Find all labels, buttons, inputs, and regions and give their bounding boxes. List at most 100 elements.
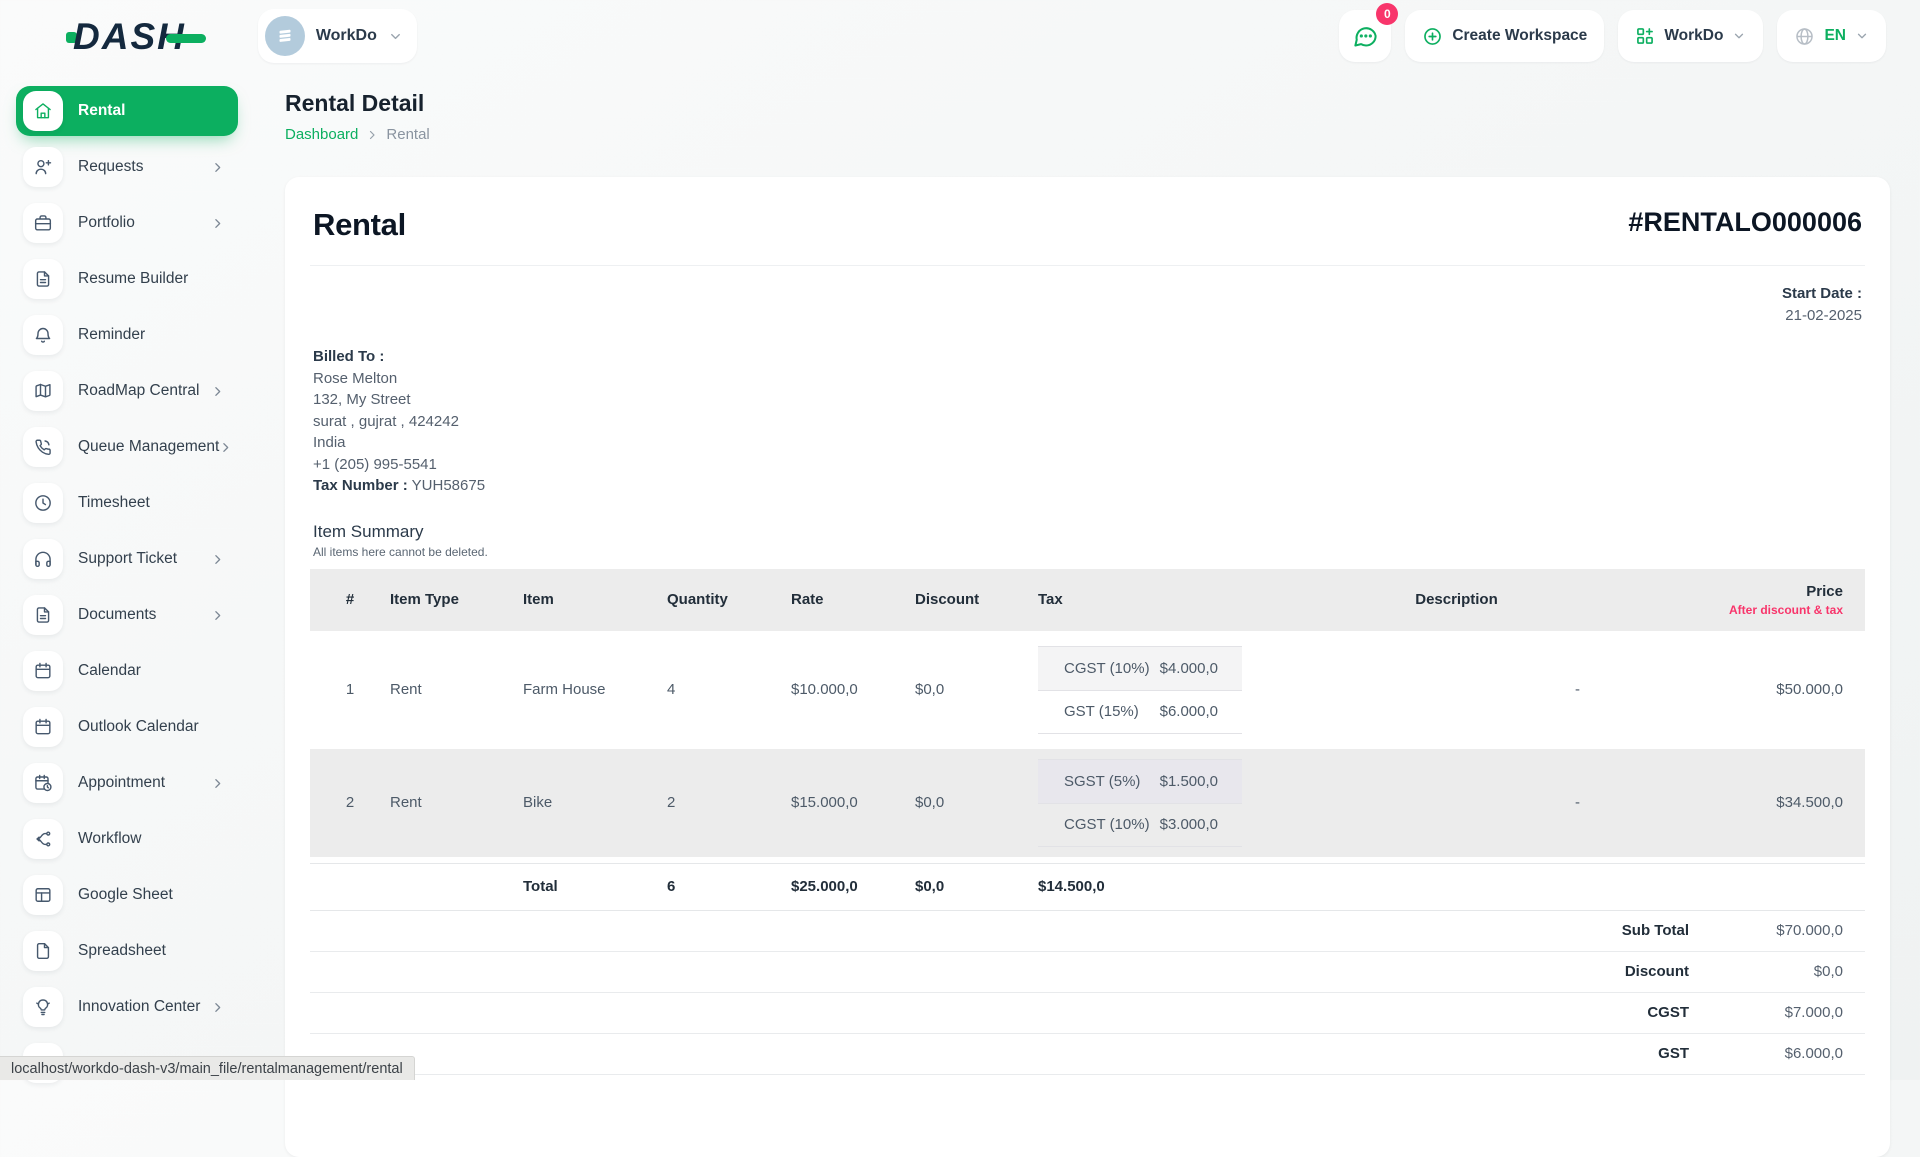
clock-icon	[23, 483, 63, 523]
chevron-right-icon	[366, 129, 378, 141]
status-url-bar: localhost/workdo-dash-v3/main_file/renta…	[0, 1056, 415, 1080]
headphones-icon	[23, 539, 63, 579]
messages-button[interactable]: 0	[1339, 3, 1399, 62]
summary-row: Sub Total $70.000,0	[310, 911, 1865, 952]
logo-accent-dot	[66, 31, 77, 43]
sidebar-item-spreadsheet[interactable]: Spreadsheet	[16, 926, 238, 976]
page-title: Rental Detail	[285, 90, 425, 116]
sidebar-item-label: Appointment	[78, 774, 166, 791]
sidebar-item-label: Reminder	[78, 326, 146, 343]
messages-badge: 0	[1376, 3, 1399, 25]
user-plus-icon	[23, 147, 63, 187]
totals-summary: Sub Total $70.000,0 Discount $0,0 CGST $…	[310, 911, 1865, 1075]
sidebar-item-label: Queue Management	[78, 438, 220, 455]
tax-line: CGST (10%) $3.000,0	[1038, 802, 1242, 847]
col-header-tax: Tax	[1038, 591, 1063, 608]
workdo-dropdown[interactable]: WorkDo	[1618, 10, 1764, 62]
table-icon	[23, 875, 63, 915]
logo-accent-dash	[165, 33, 206, 43]
start-date-label: Start Date :	[1781, 285, 1862, 302]
chevron-down-icon	[1857, 33, 1867, 39]
summary-row: CGST $7.000,0	[310, 993, 1865, 1034]
price-note: After discount & tax	[1728, 602, 1843, 617]
lightbulb-icon	[23, 987, 63, 1027]
sidebar-item-documents[interactable]: Documents	[16, 590, 238, 640]
invoice-title: Rental	[313, 207, 406, 242]
calendar-icon	[23, 651, 63, 691]
item-summary-title: Item Summary	[313, 521, 424, 541]
sidebar-item-support-ticket[interactable]: Support Ticket	[16, 534, 238, 584]
chevron-right-icon	[211, 609, 224, 622]
file-text-icon	[23, 595, 63, 635]
billed-to-city: surat , gujrat , 424242	[313, 412, 459, 430]
language-code: EN	[1824, 27, 1846, 44]
tax-breakdown: SGST (5%) $1.500,0 CGST (10%) $3.000,0	[1038, 758, 1242, 847]
sidebar-item-resume-builder[interactable]: Resume Builder	[16, 254, 238, 304]
briefcase-icon	[23, 203, 63, 243]
sidebar-item-workflow[interactable]: Workflow	[16, 814, 238, 864]
plus-circle-icon	[1424, 27, 1442, 45]
breadcrumb-dashboard-link[interactable]: Dashboard	[285, 126, 359, 143]
billed-to-country: India	[313, 434, 346, 451]
sidebar-item-google-sheet[interactable]: Google Sheet	[16, 870, 238, 920]
sidebar-item-label: Outlook Calendar	[78, 718, 199, 735]
col-header-quantity: Quantity	[667, 591, 728, 608]
topbar: DASH WorkDo 0	[0, 0, 1920, 72]
sidebar-item-timesheet[interactable]: Timesheet	[16, 478, 238, 528]
sidebar-item-roadmap-central[interactable]: RoadMap Central	[16, 366, 238, 416]
logo-text: DASH	[73, 15, 186, 57]
building-icon	[279, 29, 291, 42]
workdo-dropdown-label: WorkDo	[1664, 27, 1724, 44]
sidebar-item-portfolio[interactable]: Portfolio	[16, 198, 238, 248]
chevron-right-icon	[211, 553, 224, 566]
sidebar-item-label: Documents	[78, 606, 157, 623]
create-workspace-label: Create Workspace	[1452, 27, 1588, 44]
sidebar-item-rental[interactable]: Rental	[16, 86, 238, 136]
col-header-rate: Rate	[791, 591, 824, 608]
workspace-name: WorkDo	[315, 27, 377, 44]
item-summary-note: All items here cannot be deleted.	[313, 544, 488, 559]
workspace-avatar	[264, 16, 305, 56]
total-label: Total	[523, 878, 558, 895]
tax-line: GST (15%) $6.000,0	[1038, 689, 1242, 734]
grid-plus-icon	[1637, 28, 1654, 44]
sidebar-item-label: Timesheet	[78, 494, 150, 511]
sidebar-item-queue-management[interactable]: Queue Management	[16, 422, 238, 472]
sidebar-item-innovation-center[interactable]: Innovation Center	[16, 982, 238, 1032]
dash-logo[interactable]: DASH	[66, 18, 206, 55]
billed-to-name: Rose Melton	[313, 369, 398, 387]
calendar-icon	[23, 707, 63, 747]
sidebar-item-label: Requests	[78, 158, 144, 175]
start-date-block: Start Date : 21-02-2025	[310, 283, 1865, 326]
summary-row: Discount $0,0	[310, 952, 1865, 993]
sidebar-item-label: RoadMap Central	[78, 382, 200, 399]
chevron-right-icon	[211, 1001, 224, 1014]
rental-detail-card: Rental #RENTALO000006 Start Date : 21-02…	[285, 177, 1890, 1157]
sidebar-item-label: Resume Builder	[78, 270, 189, 287]
col-header-item: Item	[523, 591, 554, 608]
create-workspace-button[interactable]: Create Workspace	[1405, 10, 1605, 62]
items-table: # Item Type Item Quantity Rate Discount …	[310, 568, 1865, 911]
table-row: 2 Rent Bike 2 $15.000,0 $0,0 SGST (5%) $…	[310, 748, 1865, 857]
sidebar-item-reminder[interactable]: Reminder	[16, 310, 238, 360]
col-header-description: Description	[1415, 591, 1498, 608]
sidebar-item-outlook-calendar[interactable]: Outlook Calendar	[16, 702, 238, 752]
billed-to-label: Billed To :	[313, 348, 385, 365]
workspace-selector[interactable]: WorkDo	[257, 9, 417, 63]
sidebar-item-label: Portfolio	[78, 214, 135, 231]
breadcrumb: Dashboard Rental	[285, 126, 1890, 143]
chevron-down-icon	[390, 33, 400, 39]
language-dropdown[interactable]: EN	[1777, 10, 1886, 62]
bell-icon	[23, 315, 63, 355]
sidebar-item-requests[interactable]: Requests	[16, 142, 238, 192]
breadcrumb-current: Rental	[386, 126, 430, 143]
map-icon	[23, 371, 63, 411]
sidebar-item-label: Workflow	[78, 830, 142, 847]
chevron-right-icon	[211, 385, 224, 398]
total-tax: $14.500,0	[1038, 878, 1105, 895]
phone-call-icon	[23, 427, 63, 467]
chevron-right-icon	[211, 217, 224, 230]
sidebar-item-calendar[interactable]: Calendar	[16, 646, 238, 696]
sidebar-item-appointment[interactable]: Appointment	[16, 758, 238, 808]
sidebar-item-label: Spreadsheet	[78, 942, 166, 959]
